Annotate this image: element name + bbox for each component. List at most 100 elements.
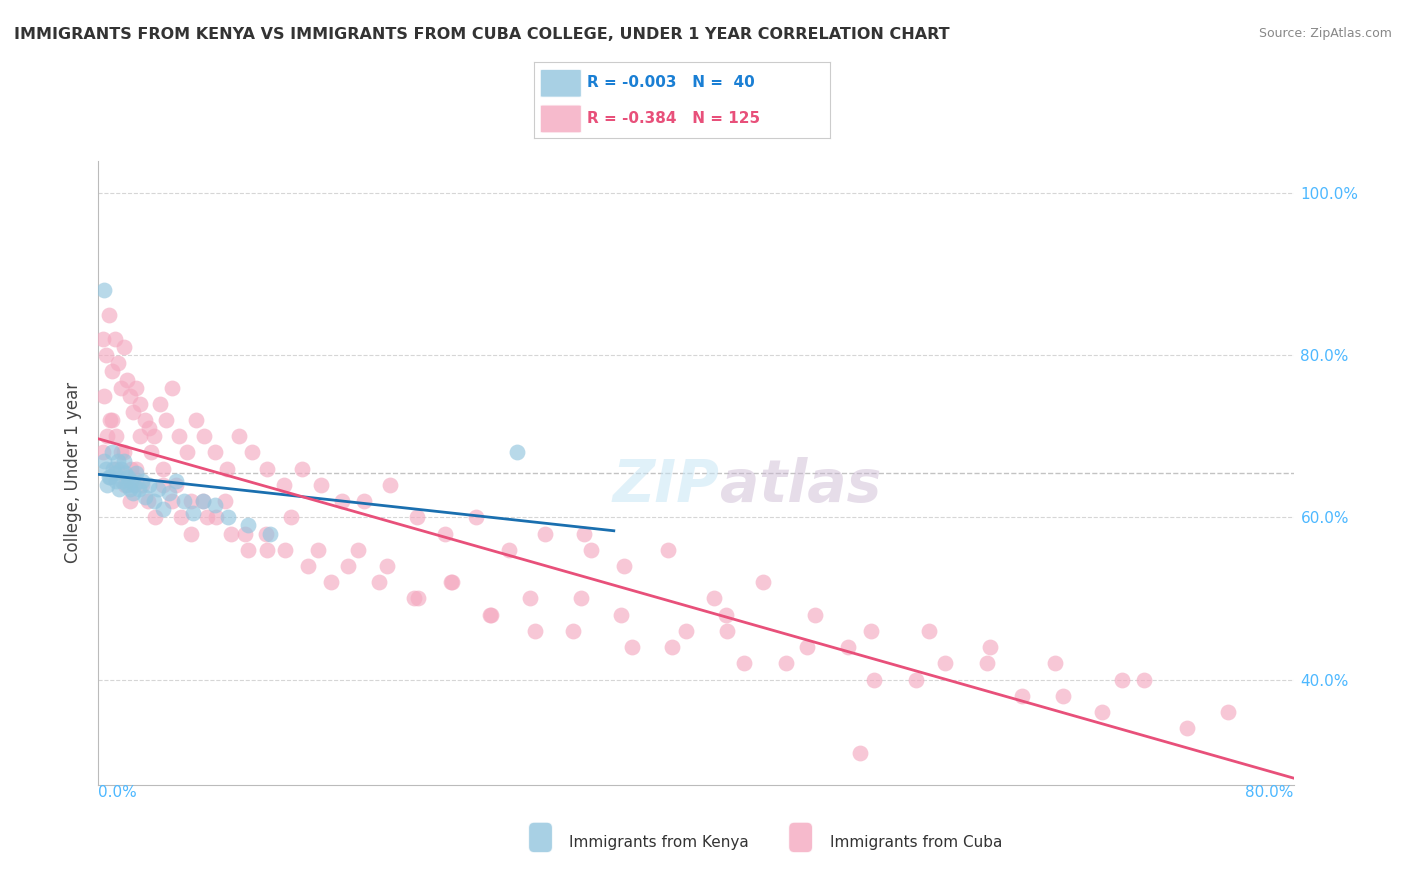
Point [167, 429, 190, 443]
Point [1216, 705, 1239, 719]
Point [859, 624, 882, 638]
Point [273, 478, 295, 492]
Point [976, 657, 998, 671]
Point [534, 526, 557, 541]
Point [405, 510, 427, 524]
Point [115, 478, 138, 492]
Point [478, 607, 501, 622]
Point [498, 542, 520, 557]
FancyBboxPatch shape [540, 70, 582, 97]
Point [440, 575, 463, 590]
FancyBboxPatch shape [540, 105, 582, 133]
Point [228, 429, 250, 443]
Point [165, 478, 187, 492]
Text: Immigrants from Kenya: Immigrants from Kenya [569, 836, 749, 850]
Point [1177, 721, 1199, 735]
Point [165, 474, 187, 488]
Point [120, 461, 142, 475]
Point [112, 340, 135, 354]
Point [347, 542, 370, 557]
Point [108, 482, 131, 496]
Point [91, 332, 114, 346]
Point [94, 348, 117, 362]
Point [620, 640, 643, 654]
Point [434, 526, 457, 541]
Point [402, 591, 425, 606]
Point [107, 453, 129, 467]
Point [1111, 673, 1133, 687]
Text: Source: ZipAtlas.com: Source: ZipAtlas.com [1258, 27, 1392, 40]
Point [134, 490, 156, 504]
Point [562, 624, 585, 638]
Point [160, 494, 183, 508]
Point [661, 640, 683, 654]
Point [1052, 689, 1074, 703]
Point [406, 591, 429, 606]
Point [236, 542, 259, 557]
Text: ZIP: ZIP [613, 457, 720, 514]
Point [441, 575, 464, 590]
Text: R = -0.384   N = 125: R = -0.384 N = 125 [588, 111, 761, 126]
Point [152, 478, 174, 492]
Point [142, 429, 165, 443]
Point [1133, 673, 1156, 687]
Point [193, 429, 215, 443]
Point [180, 526, 202, 541]
Point [849, 746, 872, 760]
Point [254, 526, 277, 541]
Point [115, 372, 138, 386]
Point [124, 478, 146, 492]
Point [297, 559, 319, 574]
Point [184, 413, 207, 427]
Point [110, 381, 132, 395]
Point [93, 453, 115, 467]
Point [169, 510, 191, 524]
Point [101, 364, 124, 378]
Point [330, 494, 353, 508]
Point [176, 445, 198, 459]
Point [160, 381, 183, 395]
Point [128, 482, 150, 496]
Point [101, 413, 124, 427]
Point [117, 470, 139, 484]
Point [118, 494, 141, 508]
Point [236, 518, 259, 533]
Point [204, 445, 226, 459]
Point [155, 413, 177, 427]
Point [309, 478, 332, 492]
Point [121, 486, 143, 500]
Point [519, 591, 541, 606]
Text: 80.0%: 80.0% [1246, 785, 1294, 800]
Point [1043, 657, 1066, 671]
Point [280, 510, 302, 524]
Point [180, 494, 202, 508]
Point [581, 542, 603, 557]
Point [934, 657, 956, 671]
Point [105, 429, 128, 443]
Point [256, 461, 278, 475]
Point [217, 510, 239, 524]
Point [918, 624, 941, 638]
Point [714, 607, 737, 622]
Point [98, 470, 122, 484]
Point [221, 526, 243, 541]
Point [613, 559, 636, 574]
Point [98, 413, 122, 427]
Point [197, 510, 219, 524]
Point [118, 482, 141, 496]
Point [479, 607, 502, 622]
Point [91, 445, 114, 459]
Point [138, 421, 160, 435]
Text: R = -0.003   N =  40: R = -0.003 N = 40 [588, 76, 755, 90]
Point [353, 494, 375, 508]
Point [837, 640, 859, 654]
Point [657, 542, 679, 557]
Point [103, 461, 125, 475]
Point [148, 482, 170, 496]
Point [110, 461, 132, 475]
Point [215, 461, 238, 475]
Point [104, 332, 127, 346]
Point [131, 474, 153, 488]
Point [274, 542, 297, 557]
Point [105, 474, 128, 488]
